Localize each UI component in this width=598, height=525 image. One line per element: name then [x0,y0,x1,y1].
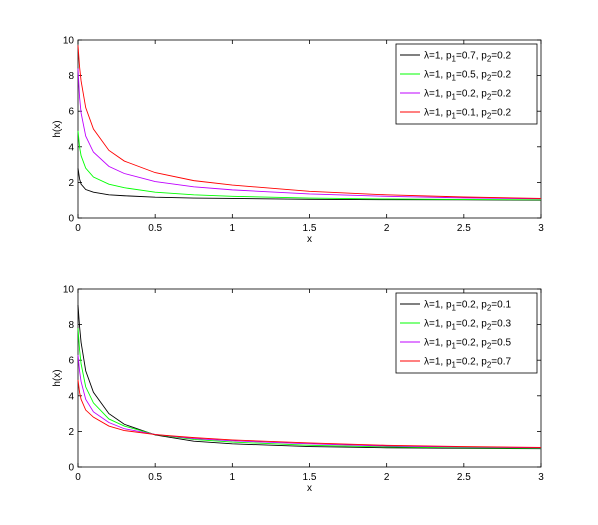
legend-label: λ=1, p1=0.2, p2=0.5 [424,338,511,351]
series-line [77,68,542,200]
x-tick-label: 3 [538,472,544,483]
series-line [77,354,542,449]
x-tick-label: 1.5 [303,223,317,234]
y-tick-label: 0 [68,214,74,225]
x-tick-label: 1 [230,223,236,234]
y-axis-label: h(x) [52,369,63,386]
y-tick-label: 2 [68,427,74,438]
x-tick-label: 2 [384,223,390,234]
series-line [77,379,542,448]
series-line [77,328,542,449]
y-axis-label: h(x) [52,120,63,137]
x-axis-label: x [307,483,312,494]
series-line [77,45,542,199]
y-tick-label: 10 [63,36,75,47]
x-tick-label: 1.5 [303,472,317,483]
legend-label: λ=1, p1=0.2, p2=0.7 [424,357,511,370]
legend-label: λ=1, p1=0.2, p2=0.1 [424,300,511,313]
x-tick-label: 0 [75,472,81,483]
x-tick-label: 2 [384,472,390,483]
legend-label: λ=1, p1=0.2, p2=0.2 [424,89,511,102]
legend-label: λ=1, p1=0.7, p2=0.2 [424,51,511,64]
x-axis-label: x [307,234,312,245]
y-tick-label: 6 [68,356,74,367]
y-tick-label: 8 [68,320,74,331]
series-line [77,130,542,201]
y-tick-label: 8 [68,71,74,82]
y-tick-label: 2 [68,178,74,189]
x-tick-label: 1 [230,472,236,483]
y-tick-label: 6 [68,107,74,118]
series-line [77,168,542,201]
x-tick-label: 0.5 [148,223,162,234]
x-tick-label: 0 [75,223,81,234]
y-tick-label: 4 [68,142,74,153]
x-tick-label: 3 [538,223,544,234]
x-tick-label: 2.5 [457,472,471,483]
legend-box [395,43,538,125]
legend-label: λ=1, p1=0.1, p2=0.2 [424,108,511,121]
x-tick-label: 0.5 [148,472,162,483]
x-tick-label: 2.5 [457,223,471,234]
series-line [77,304,542,450]
y-tick-label: 0 [68,463,74,474]
y-tick-label: 4 [68,391,74,402]
legend-label: λ=1, p1=0.5, p2=0.2 [424,70,511,83]
legend-box [395,292,538,374]
y-tick-label: 10 [63,285,75,296]
legend-label: λ=1, p1=0.2, p2=0.3 [424,319,511,332]
